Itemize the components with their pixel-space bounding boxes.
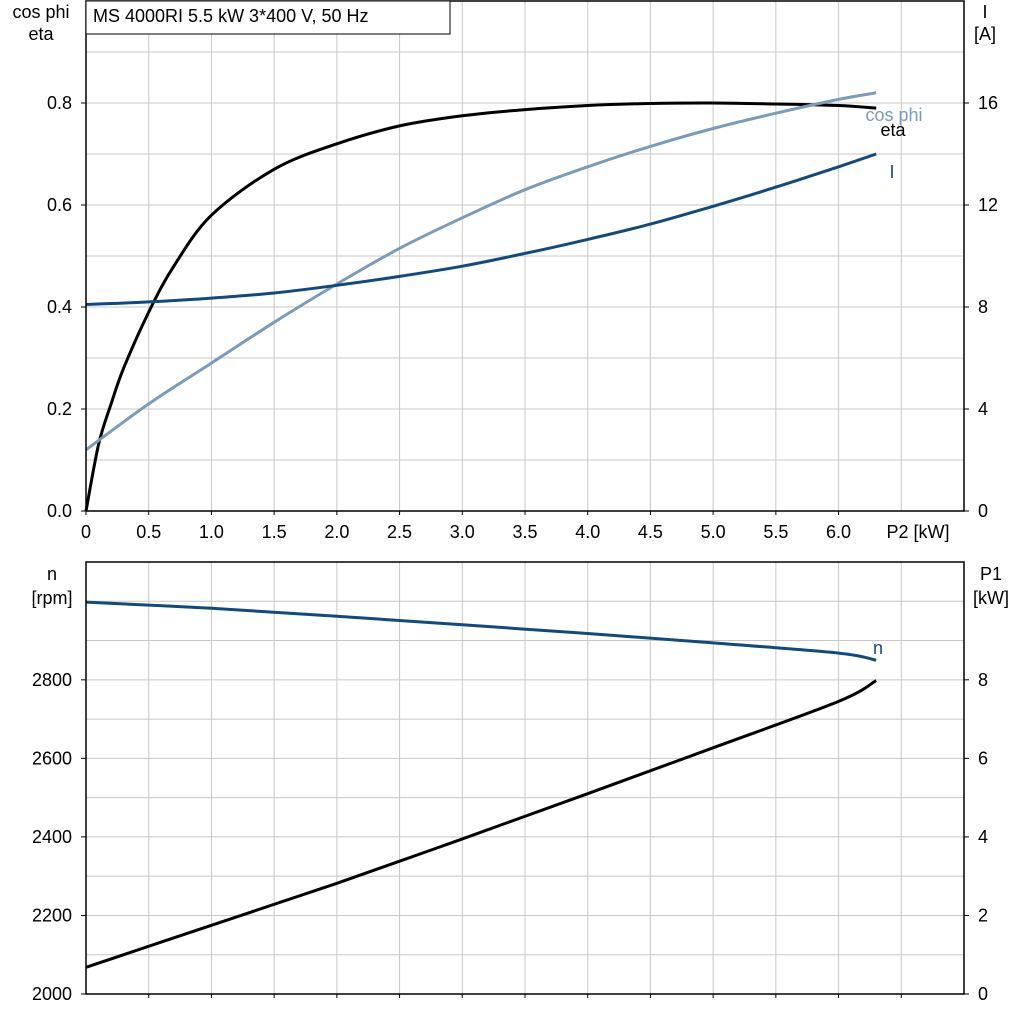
y-left-tick-label: 2800 (32, 670, 72, 690)
x-tick-label: 0 (81, 522, 91, 542)
series-line-n (85, 600, 877, 662)
y-left-axis-label: cos phi (12, 2, 69, 22)
x-tick-label: 3.0 (450, 522, 475, 542)
bottom-chart-labels: 2000 2200 2400 2600 2800 0 2 4 6 8 n [rpm] P1 [kW] n (31, 564, 1009, 1004)
y-right-tick-label: 8 (978, 670, 988, 690)
x-tick-label: 4.0 (575, 522, 600, 542)
x-tick-label: 5.0 (701, 522, 726, 542)
y-right-axis-label: [kW] (973, 588, 1009, 608)
y-left-tick-label: 2000 (32, 984, 72, 1004)
y-right-tick-label: 8 (978, 297, 988, 317)
y-right-axis-label: [A] (974, 24, 996, 44)
y-right-axis-label: I (982, 2, 987, 22)
y-right-tick-label: 0 (978, 501, 988, 521)
top-chart: MS 4000RI 5.5 kW 3*400 V, 50 Hz 0 0.5 1.0 1… (12, 0, 998, 542)
y-left-tick-label: 2600 (32, 748, 72, 768)
chart-title-box (85, 0, 451, 35)
y-left-tick-label: 0.0 (47, 501, 72, 521)
y-right-tick-label: 4 (978, 827, 988, 847)
y-left-axis-label: n (47, 564, 57, 584)
x-tick-label: 5.5 (763, 522, 788, 542)
series-label-n: n (873, 638, 883, 658)
series-line-eta (84, 101, 877, 512)
x-tick-label: 0.5 (136, 522, 161, 542)
y-right-tick-label: 6 (978, 748, 988, 768)
y-left-tick-label: 0.6 (47, 195, 72, 215)
series-label-cos-phi: cos phi (865, 105, 922, 125)
y-left-axis-label: eta (28, 24, 54, 44)
y-left-tick-label: 2400 (32, 827, 72, 847)
y-right-tick-label: 16 (978, 93, 998, 113)
series-line-i (85, 152, 877, 306)
bottom-chart: 2000 2200 2400 2600 2800 0 2 4 6 8 n [rpm] P1 [kW] n (31, 561, 1009, 1004)
bottom-chart-series (85, 600, 877, 969)
x-tick-label: 4.5 (638, 522, 663, 542)
y-left-axis-label: [rpm] (31, 588, 72, 608)
y-left-tick-label: 0.4 (47, 297, 72, 317)
series-line-p1 (85, 679, 877, 969)
series-label-i: I (889, 162, 894, 182)
top-chart-series (84, 91, 877, 512)
y-left-tick-label: 2200 (32, 905, 72, 925)
y-right-tick-label: 0 (978, 984, 988, 1004)
y-left-tick-label: 0.2 (47, 399, 72, 419)
x-tick-label: 3.5 (512, 522, 537, 542)
bottom-chart-grid (86, 562, 964, 994)
top-chart-grid (86, 0, 964, 511)
x-tick-label: 2.5 (387, 522, 412, 542)
top-chart-labels: 0 0.5 1.0 1.5 2.0 2.5 3.0 3.5 4.0 4.5 5.0 5.5 6.0 P2 … (12, 2, 998, 542)
series-line-cos-phi (85, 91, 877, 452)
y-right-tick-label: 2 (978, 905, 988, 925)
x-tick-label: 1.5 (262, 522, 287, 542)
x-axis-label: P2 [kW] (886, 522, 949, 542)
series-label-eta: eta (880, 120, 906, 140)
y-right-tick-label: 12 (978, 195, 998, 215)
x-tick-label: 6.0 (826, 522, 851, 542)
y-right-tick-label: 4 (978, 399, 988, 419)
y-left-tick-label: 0.8 (47, 93, 72, 113)
chart-title: MS 4000RI 5.5 kW 3*400 V, 50 Hz (93, 6, 368, 26)
x-tick-label: 1.0 (199, 522, 224, 542)
y-right-axis-label: P1 (980, 564, 1002, 584)
x-tick-label: 2.0 (324, 522, 349, 542)
